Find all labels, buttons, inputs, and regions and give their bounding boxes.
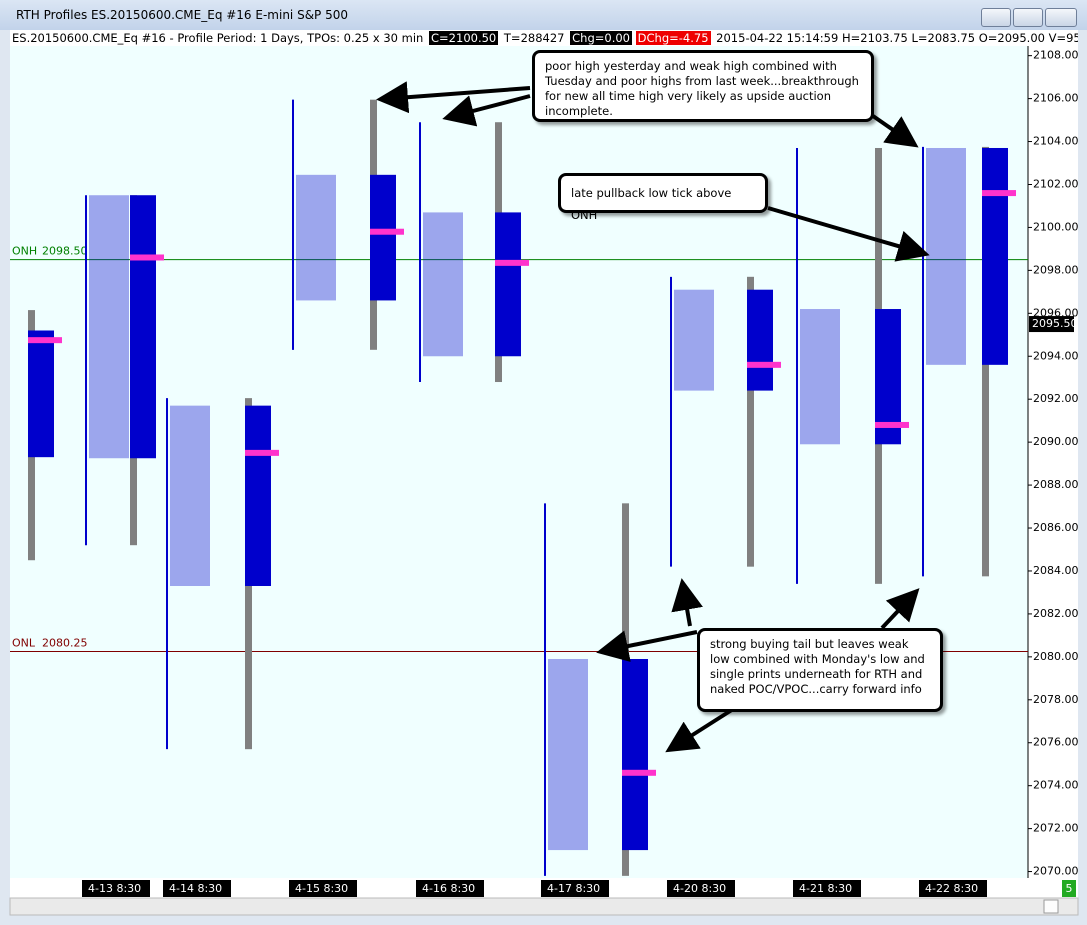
volume-value-area	[875, 309, 901, 445]
y-tick-label: 2106.00	[1033, 92, 1079, 105]
date-label: 4-16 8:30	[422, 882, 475, 895]
tpo-value-area	[296, 174, 336, 301]
date-label-bg	[793, 880, 861, 897]
reference-name: ONL	[12, 636, 36, 649]
date-label-bg	[541, 880, 609, 897]
maximize-button[interactable]	[1013, 8, 1043, 27]
y-tick-label: 2076.00	[1033, 736, 1079, 749]
tpo-value-area	[423, 212, 463, 357]
window-title: RTH Profiles ES.20150600.CME_Eq #16 E-mi…	[16, 8, 349, 22]
volume-value-area	[28, 330, 54, 458]
details: 2015-04-22 15:14:59 H=2103.75 L=2083.75 …	[716, 31, 1078, 45]
poc	[875, 421, 909, 428]
date-label-bg	[163, 880, 231, 897]
tpo-value-area	[674, 289, 714, 391]
volume-value-area	[370, 174, 396, 301]
poc	[622, 769, 656, 776]
volume-value-area	[982, 147, 1008, 365]
volume-value-area	[747, 289, 773, 391]
volume-value-area	[495, 212, 521, 357]
tpo-value-area	[548, 658, 588, 851]
scrollbar[interactable]	[9, 897, 1079, 916]
status-text: 5	[1066, 882, 1073, 895]
poc	[130, 254, 164, 261]
y-tick-label: 2088.00	[1033, 478, 1079, 491]
y-tick-label: 2090.00	[1033, 435, 1079, 448]
poc	[747, 361, 781, 368]
annotation: poor high yesterday and weak high combin…	[532, 50, 874, 122]
plot-area	[10, 46, 1028, 878]
poc	[982, 190, 1016, 197]
y-tick-label: 2094.00	[1033, 349, 1079, 362]
date-label-bg	[416, 880, 484, 897]
y-tick-label: 2092.00	[1033, 392, 1079, 405]
date-label: 4-22 8:30	[925, 882, 978, 895]
y-tick-label: 2104.00	[1033, 135, 1079, 148]
tpo-value-area	[89, 195, 129, 459]
y-tick-label: 2098.00	[1033, 263, 1079, 276]
y-tick-label: 2078.00	[1033, 693, 1079, 706]
date-label: 4-21 8:30	[799, 882, 852, 895]
date-label-bg	[667, 880, 735, 897]
y-tick-label: 2074.00	[1033, 779, 1079, 792]
close-button[interactable]	[1045, 8, 1077, 27]
annotation: strong buying tail but leaves weak low c…	[697, 628, 943, 712]
price-axis	[1028, 46, 1078, 878]
y-tick-label: 2108.00	[1033, 49, 1079, 62]
status-box	[1062, 880, 1076, 897]
y-tick-label: 2080.00	[1033, 650, 1079, 663]
date-label: 4-20 8:30	[673, 882, 726, 895]
poc	[495, 259, 529, 266]
poc	[28, 337, 62, 344]
reference-label: 2098.50	[42, 245, 88, 258]
annotation-arrows	[376, 81, 930, 753]
minimize-button[interactable]	[981, 8, 1011, 27]
y-tick-label: 2070.00	[1033, 865, 1079, 878]
poc	[370, 228, 404, 235]
change-value: Chg=0.00	[570, 31, 632, 45]
reference-name: ONH	[12, 245, 37, 258]
day-change-value: DChg=-4.75	[635, 31, 711, 45]
scroll-thumb[interactable]	[1043, 899, 1059, 914]
annotation: late pullback low tick above ONH	[558, 173, 768, 222]
date-label-bg	[82, 880, 150, 897]
volume-range	[747, 276, 754, 567]
tick-count: T=288427	[503, 31, 565, 45]
last-price-label: 2095.50	[1032, 317, 1078, 330]
y-tick-label: 2086.00	[1033, 521, 1079, 534]
info-bar: ES.20150600.CME_Eq #16 - Profile Period:…	[10, 30, 1078, 46]
last-price-box	[1029, 316, 1074, 333]
y-tick-label: 2102.00	[1033, 177, 1079, 190]
date-label: 4-13 8:30	[88, 882, 141, 895]
poc	[245, 449, 279, 456]
description: ES.20150600.CME_Eq #16 - Profile Period:…	[12, 31, 424, 45]
volume-value-area	[245, 405, 271, 586]
date-label: 4-15 8:30	[295, 882, 348, 895]
date-label: 4-14 8:30	[169, 882, 222, 895]
y-tick-label: 2100.00	[1033, 220, 1079, 233]
title-bar: RTH Profiles ES.20150600.CME_Eq #16 E-mi…	[0, 0, 1087, 30]
tpo-value-area	[170, 405, 210, 586]
reference-label: 2080.25	[42, 636, 88, 649]
y-tick-label: 2072.00	[1033, 822, 1079, 835]
y-tick-label: 2082.00	[1033, 607, 1079, 620]
tpo-value-area	[926, 147, 966, 365]
y-tick-label: 2084.00	[1033, 564, 1079, 577]
close-value: C=2100.50	[429, 31, 499, 45]
volume-value-area	[622, 658, 648, 851]
date-label: 4-17 8:30	[547, 882, 600, 895]
volume-value-area	[130, 195, 156, 459]
date-label-bg	[919, 880, 987, 897]
date-label-bg	[289, 880, 357, 897]
tpo-value-area	[800, 309, 840, 445]
